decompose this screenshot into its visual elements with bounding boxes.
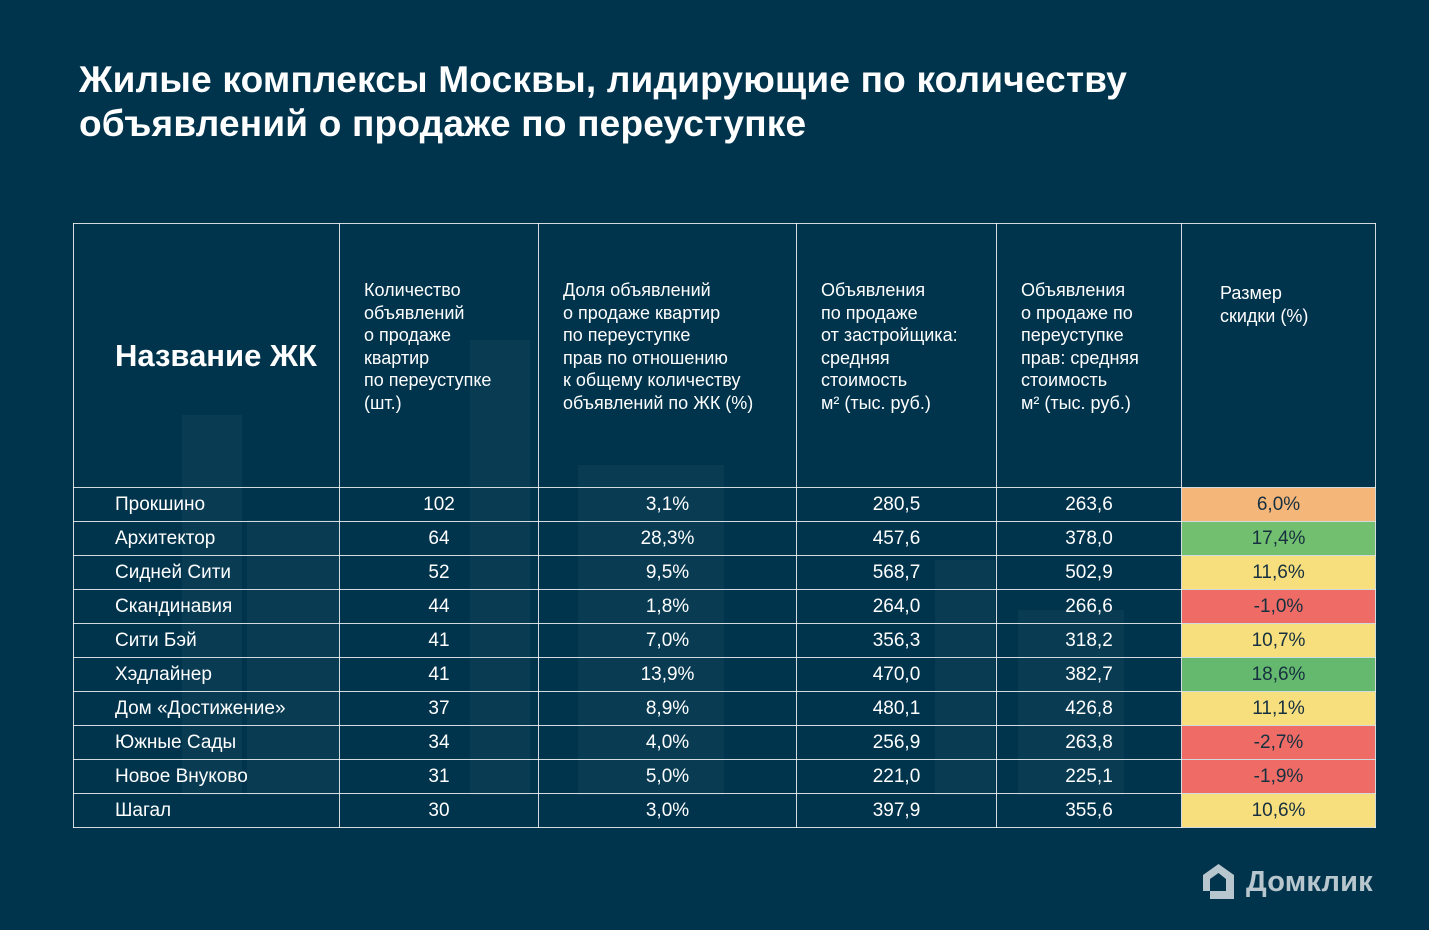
domclick-logo: Домклик: [1200, 860, 1373, 904]
discount-cell: -1,0%: [1181, 589, 1376, 624]
listings-count-cell: 102: [339, 487, 539, 522]
developer-price-cell: 356,3: [796, 623, 997, 658]
table-row: Скандинавия 44 1,8% 264,0 266,6 -1,0%: [73, 589, 1376, 624]
listings-count-cell: 41: [339, 657, 539, 692]
listing-share-cell: 8,9%: [538, 691, 797, 726]
column-header-name: Название ЖК: [73, 223, 340, 488]
logo-text: Домклик: [1246, 865, 1373, 898]
page-title: Жилые комплексы Москвы, лидирующие по ко…: [79, 59, 1128, 144]
assignment-price-cell: 318,2: [996, 623, 1182, 658]
discount-cell: 10,6%: [1181, 793, 1376, 828]
column-header-assignment-price-text: Объявления о продаже по переуступке прав…: [1021, 280, 1139, 413]
assignment-price-cell: 266,6: [996, 589, 1182, 624]
column-header-discount-text: Размер скидки (%): [1220, 283, 1309, 326]
discount-cell: -2,7%: [1181, 725, 1376, 760]
table-row: Новое Внуково 31 5,0% 221,0 225,1 -1,9%: [73, 759, 1376, 794]
discount-cell: 11,1%: [1181, 691, 1376, 726]
assignment-price-cell: 426,8: [996, 691, 1182, 726]
developer-price-cell: 480,1: [796, 691, 997, 726]
complex-name-cell: Сити Бэй: [73, 623, 340, 658]
complex-name-cell: Новое Внуково: [73, 759, 340, 794]
discount-cell: 11,6%: [1181, 555, 1376, 590]
column-header-share: Доля объявлений о продаже квартир по пер…: [538, 223, 797, 488]
column-header-developer-price: Объявления по продаже от застройщика: ср…: [796, 223, 997, 488]
assignment-price-cell: 263,6: [996, 487, 1182, 522]
assignment-price-cell: 263,8: [996, 725, 1182, 760]
column-header-discount: Размер скидки (%): [1181, 223, 1376, 488]
column-header-share-text: Доля объявлений о продаже квартир по пер…: [563, 280, 754, 413]
table-body: Прокшино 102 3,1% 280,5 263,6 6,0% Архит…: [73, 487, 1376, 828]
listing-share-cell: 3,0%: [538, 793, 797, 828]
developer-price-cell: 264,0: [796, 589, 997, 624]
listing-share-cell: 3,1%: [538, 487, 797, 522]
table-row: Архитектор 64 28,3% 457,6 378,0 17,4%: [73, 521, 1376, 556]
complex-name-cell: Архитектор: [73, 521, 340, 556]
listings-count-cell: 31: [339, 759, 539, 794]
listing-share-cell: 4,0%: [538, 725, 797, 760]
listings-count-cell: 34: [339, 725, 539, 760]
data-table-container: Название ЖК Количество объявлений о прод…: [73, 223, 1376, 828]
developer-price-cell: 280,5: [796, 487, 997, 522]
discount-cell: 10,7%: [1181, 623, 1376, 658]
complex-name-cell: Прокшино: [73, 487, 340, 522]
listing-share-cell: 28,3%: [538, 521, 797, 556]
table-row: Сити Бэй 41 7,0% 356,3 318,2 10,7%: [73, 623, 1376, 658]
table-row: Шагал 30 3,0% 397,9 355,6 10,6%: [73, 793, 1376, 828]
developer-price-cell: 568,7: [796, 555, 997, 590]
column-header-listings: Количество объявлений о продаже квартир …: [339, 223, 539, 488]
table-row: Дом «Достижение» 37 8,9% 480,1 426,8 11,…: [73, 691, 1376, 726]
developer-price-cell: 470,0: [796, 657, 997, 692]
listings-count-cell: 64: [339, 521, 539, 556]
listings-count-cell: 52: [339, 555, 539, 590]
column-header-assignment-price: Объявления о продаже по переуступке прав…: [996, 223, 1182, 488]
complex-name-cell: Южные Сады: [73, 725, 340, 760]
developer-price-cell: 256,9: [796, 725, 997, 760]
developer-price-cell: 397,9: [796, 793, 997, 828]
listing-share-cell: 5,0%: [538, 759, 797, 794]
listing-share-cell: 13,9%: [538, 657, 797, 692]
listing-share-cell: 7,0%: [538, 623, 797, 658]
listings-count-cell: 41: [339, 623, 539, 658]
listings-count-cell: 37: [339, 691, 539, 726]
table-row: Хэдлайнер 41 13,9% 470,0 382,7 18,6%: [73, 657, 1376, 692]
column-header-developer-price-text: Объявления по продаже от застройщика: ср…: [821, 280, 958, 413]
listing-share-cell: 9,5%: [538, 555, 797, 590]
discount-cell: 18,6%: [1181, 657, 1376, 692]
table-row: Южные Сады 34 4,0% 256,9 263,8 -2,7%: [73, 725, 1376, 760]
column-header-listings-text: Количество объявлений о продаже квартир …: [364, 280, 492, 413]
assignment-price-cell: 378,0: [996, 521, 1182, 556]
table-row: Сидней Сити 52 9,5% 568,7 502,9 11,6%: [73, 555, 1376, 590]
complex-name-cell: Дом «Достижение»: [73, 691, 340, 726]
assignment-price-cell: 225,1: [996, 759, 1182, 794]
house-logo-icon: [1203, 864, 1234, 899]
discount-cell: 17,4%: [1181, 521, 1376, 556]
assignment-price-cell: 355,6: [996, 793, 1182, 828]
assignment-price-cell: 382,7: [996, 657, 1182, 692]
discount-cell: -1,9%: [1181, 759, 1376, 794]
table-row: Прокшино 102 3,1% 280,5 263,6 6,0%: [73, 487, 1376, 522]
listing-share-cell: 1,8%: [538, 589, 797, 624]
data-table: Название ЖК Количество объявлений о прод…: [73, 223, 1376, 828]
developer-price-cell: 457,6: [796, 521, 997, 556]
discount-cell: 6,0%: [1181, 487, 1376, 522]
developer-price-cell: 221,0: [796, 759, 997, 794]
assignment-price-cell: 502,9: [996, 555, 1182, 590]
complex-name-cell: Шагал: [73, 793, 340, 828]
table-header-row: Название ЖК Количество объявлений о прод…: [73, 223, 1376, 488]
complex-name-cell: Сидней Сити: [73, 555, 340, 590]
listings-count-cell: 44: [339, 589, 539, 624]
complex-name-cell: Хэдлайнер: [73, 657, 340, 692]
listings-count-cell: 30: [339, 793, 539, 828]
complex-name-cell: Скандинавия: [73, 589, 340, 624]
